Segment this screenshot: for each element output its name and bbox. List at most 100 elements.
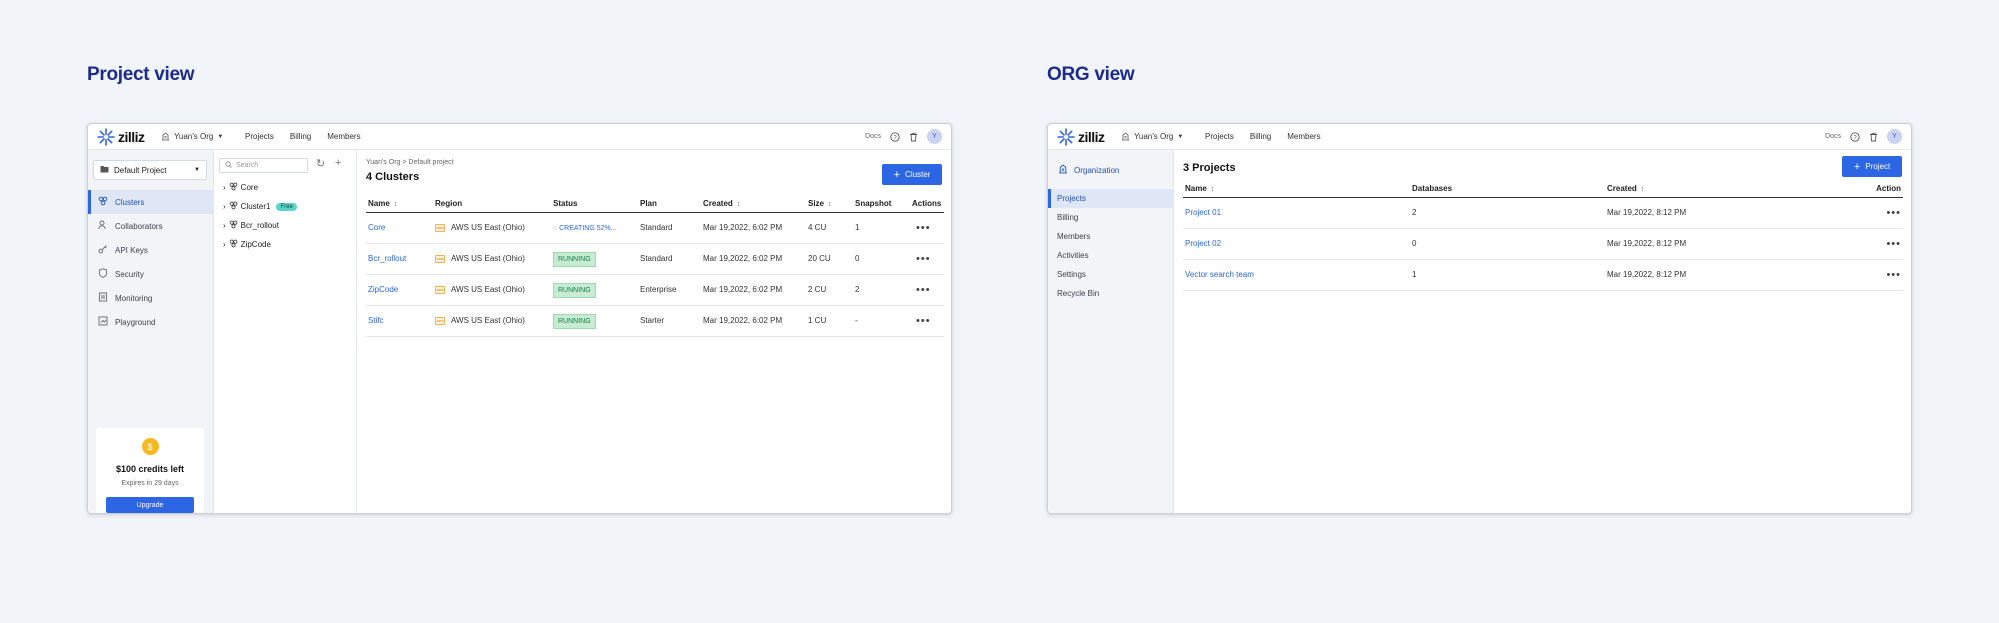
sidebar-item-security[interactable]: Security [88, 262, 213, 286]
docs-link[interactable]: Docs [865, 133, 881, 140]
tree-item-label: ZipCode [240, 240, 271, 249]
more-actions-icon[interactable]: ••• [1886, 206, 1901, 219]
status-cell: RUNNING [551, 243, 638, 275]
sidebar-item-label: Playground [115, 317, 156, 327]
cluster-name-link[interactable]: Core [366, 212, 433, 244]
org-selector[interactable]: Yuan's Org ▼ [1121, 132, 1183, 141]
tree-item-zipcode[interactable]: › ZipCode [223, 239, 271, 250]
help-icon[interactable]: ? [1850, 131, 1860, 142]
search-input[interactable]: Search [219, 158, 308, 173]
sidebar-item-projects[interactable]: Projects [1048, 189, 1173, 208]
size-cell: 1 CU [806, 305, 853, 337]
nav-projects[interactable]: Projects [245, 132, 274, 141]
nav-billing[interactable]: Billing [289, 132, 312, 141]
nav-billing[interactable]: Billing [1249, 132, 1272, 141]
sort-icon: ↕ [393, 200, 398, 208]
trash-icon[interactable] [909, 132, 918, 142]
building-icon [1058, 164, 1068, 176]
sidebar-item-activities[interactable]: Activities [1057, 251, 1089, 260]
project-selector[interactable]: Default Project ▼ [93, 160, 207, 180]
column-header-created[interactable]: Created ↕ [1605, 180, 1861, 198]
tree-item-bcr-rollout[interactable]: › Bcr_rollout [223, 220, 279, 231]
column-header-plan: Plan [638, 195, 701, 213]
zilliz-logo-icon [97, 128, 115, 146]
breadcrumb-org[interactable]: Yuan's Org [366, 159, 401, 166]
more-actions-icon[interactable]: ••• [916, 252, 931, 265]
table-row: Vector search team 1 Mar 19,2022, 8:12 P… [1183, 259, 1903, 291]
sidebar-item-monitoring[interactable]: Monitoring [88, 286, 213, 310]
plus-icon: + [1853, 160, 1861, 173]
project-name-link[interactable]: Vector search team [1183, 259, 1410, 291]
nav-members[interactable]: Members [327, 132, 361, 141]
org-selector[interactable]: Yuan's Org ▼ [161, 132, 223, 141]
sidebar-item-recycle-bin[interactable]: Recycle Bin [1057, 289, 1100, 298]
nav-projects[interactable]: Projects [1205, 132, 1234, 141]
collaborators-icon [98, 220, 108, 232]
spinner-icon: ◌ [553, 225, 560, 232]
cluster-tree-panel: Search ↻ + › Core › Cluster1 Free › Bcr_… [214, 150, 357, 513]
add-icon[interactable]: + [335, 157, 342, 169]
sidebar-item-clusters[interactable]: Clusters [88, 190, 213, 214]
sidebar-item-settings[interactable]: Settings [1057, 270, 1086, 279]
project-name-link[interactable]: Project 02 [1183, 228, 1410, 260]
project-name-link[interactable]: Project 01 [1183, 197, 1410, 229]
cluster-icon [229, 201, 238, 212]
action-cell: ••• [1861, 228, 1903, 260]
sidebar-item-playground[interactable]: Playground [88, 310, 213, 334]
more-actions-icon[interactable]: ••• [1886, 268, 1901, 281]
more-actions-icon[interactable]: ••• [916, 221, 931, 234]
column-header-name[interactable]: Name ↕ [366, 195, 433, 213]
project-selector-label: Default Project [114, 165, 167, 175]
nav-members[interactable]: Members [1287, 132, 1321, 141]
add-project-button[interactable]: + Project [1842, 156, 1902, 177]
column-header-name[interactable]: Name ↕ [1183, 180, 1410, 198]
column-header-snapshot: Snapshot [853, 195, 910, 213]
cluster-name-link[interactable]: Bcr_rollout [366, 243, 433, 275]
sidebar-item-label: Collaborators [115, 221, 163, 231]
more-actions-icon[interactable]: ••• [916, 283, 931, 296]
zilliz-logo[interactable]: zilliz [1057, 128, 1105, 146]
org-name: Yuan's Org [1134, 132, 1174, 141]
projects-table: Name ↕ Databases Created ↕ Action Project … [1183, 180, 1903, 291]
breadcrumb-project[interactable]: Default project [408, 159, 454, 166]
search-placeholder: Search [236, 162, 259, 169]
page-title: 3 Projects [1183, 162, 1236, 174]
column-header-size[interactable]: Size ↕ [806, 195, 853, 213]
help-icon[interactable]: ? [890, 131, 900, 142]
chevron-down-icon: ▼ [217, 133, 224, 140]
trash-icon[interactable] [1869, 132, 1878, 142]
status-badge: RUNNING [553, 252, 596, 267]
table-header: Name ↕ Databases Created ↕ Action [1183, 180, 1903, 198]
actions-cell: ••• [910, 274, 944, 306]
snapshot-cell: 2 [853, 274, 910, 306]
add-cluster-button[interactable]: + Cluster [882, 164, 942, 185]
sidebar-item-members[interactable]: Members [1057, 232, 1091, 241]
size-cell: 20 CU [806, 243, 853, 275]
status-badge: RUNNING [553, 314, 596, 329]
zilliz-logo[interactable]: zilliz [97, 128, 145, 146]
sidebar-item-collaborators[interactable]: Collaborators [88, 214, 213, 238]
upgrade-button[interactable]: Upgrade [106, 497, 194, 513]
avatar[interactable]: Y [927, 129, 942, 144]
status-cell: RUNNING [551, 305, 638, 337]
logo-text: zilliz [1078, 129, 1105, 145]
tree-item-core[interactable]: › Core [223, 182, 258, 193]
avatar[interactable]: Y [1887, 129, 1902, 144]
organization-header[interactable]: Organization [1058, 164, 1119, 176]
cluster-name-link[interactable]: Stifc [366, 305, 433, 337]
databases-cell: 1 [1410, 259, 1605, 291]
more-actions-icon[interactable]: ••• [916, 314, 931, 327]
sidebar-item-api-keys[interactable]: API Keys [88, 238, 213, 262]
sort-icon: ↕ [1640, 185, 1645, 193]
more-actions-icon[interactable]: ••• [1886, 237, 1901, 250]
cluster-name-link[interactable]: ZipCode [366, 274, 433, 306]
column-header-status: Status [551, 195, 638, 213]
refresh-icon[interactable]: ↻ [316, 158, 326, 170]
sidebar-item-billing[interactable]: Billing [1057, 213, 1079, 222]
docs-link[interactable]: Docs [1825, 133, 1841, 140]
plan-cell: Enterprise [638, 274, 701, 306]
column-header-created[interactable]: Created ↕ [701, 195, 806, 213]
clusters-icon [98, 196, 108, 208]
zilliz-logo-icon [1057, 128, 1075, 146]
tree-item-cluster1[interactable]: › Cluster1 Free [223, 201, 297, 212]
